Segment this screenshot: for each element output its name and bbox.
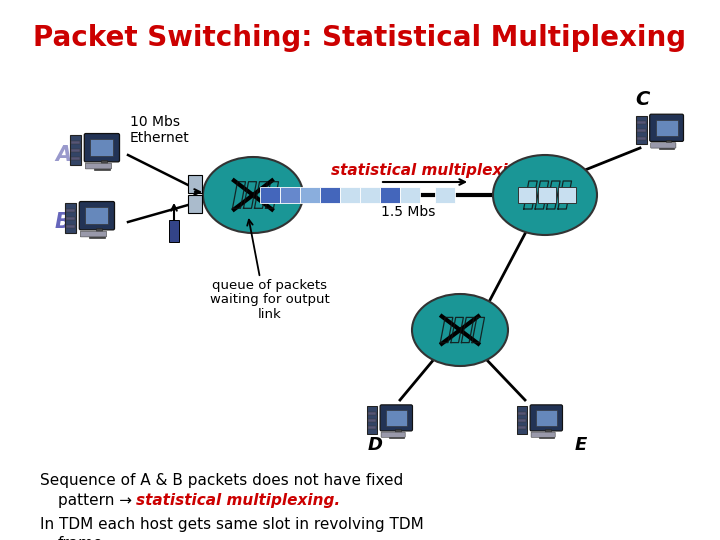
- Text: B: B: [55, 212, 71, 232]
- Bar: [89, 234, 105, 238]
- Bar: [66, 209, 75, 212]
- Bar: [400, 187, 420, 203]
- Text: Sequence of A & B packets does not have fixed: Sequence of A & B packets does not have …: [40, 472, 403, 488]
- Bar: [637, 121, 646, 125]
- FancyBboxPatch shape: [651, 143, 676, 148]
- Bar: [518, 411, 526, 415]
- Bar: [637, 137, 646, 140]
- Bar: [368, 411, 377, 415]
- Bar: [260, 187, 280, 203]
- Text: 10 Mbs
Ethernet: 10 Mbs Ethernet: [130, 115, 190, 145]
- Text: pattern →: pattern →: [58, 492, 137, 508]
- Bar: [545, 429, 551, 435]
- Bar: [395, 429, 400, 435]
- Text: A: A: [55, 145, 71, 165]
- Bar: [389, 435, 404, 438]
- Text: statistical multiplexing: statistical multiplexing: [330, 163, 529, 178]
- Bar: [169, 220, 179, 242]
- Bar: [96, 228, 102, 234]
- Bar: [340, 187, 360, 203]
- Bar: [101, 160, 107, 166]
- Bar: [71, 141, 80, 144]
- Text: 1.5 Mbs: 1.5 Mbs: [381, 205, 435, 219]
- Bar: [360, 187, 380, 203]
- Text: E: E: [575, 436, 588, 454]
- Bar: [91, 139, 114, 156]
- Bar: [368, 426, 377, 429]
- Bar: [380, 187, 400, 203]
- Bar: [538, 187, 556, 203]
- Bar: [558, 187, 576, 203]
- Bar: [659, 145, 675, 149]
- Bar: [518, 426, 526, 429]
- Bar: [66, 217, 75, 220]
- FancyBboxPatch shape: [81, 231, 107, 237]
- FancyBboxPatch shape: [531, 432, 555, 437]
- Bar: [340, 187, 360, 203]
- Bar: [518, 419, 526, 422]
- FancyBboxPatch shape: [85, 163, 112, 169]
- Ellipse shape: [203, 157, 303, 233]
- Bar: [300, 187, 320, 203]
- Bar: [65, 203, 76, 233]
- FancyBboxPatch shape: [79, 201, 114, 230]
- Text: statistical multiplexing.: statistical multiplexing.: [136, 492, 340, 508]
- Bar: [71, 157, 80, 160]
- Bar: [94, 166, 110, 170]
- FancyBboxPatch shape: [649, 114, 683, 141]
- Text: frame.: frame.: [58, 537, 109, 540]
- Bar: [367, 407, 377, 434]
- Bar: [70, 135, 81, 165]
- Ellipse shape: [493, 155, 597, 235]
- Bar: [665, 140, 671, 145]
- Bar: [360, 187, 380, 203]
- Bar: [66, 225, 75, 228]
- Bar: [536, 410, 557, 426]
- Bar: [188, 195, 202, 213]
- Text: C: C: [635, 90, 649, 109]
- Bar: [435, 187, 455, 203]
- Text: Packet Switching: Statistical Multiplexing: Packet Switching: Statistical Multiplexi…: [33, 24, 687, 52]
- Bar: [637, 129, 646, 132]
- Bar: [518, 187, 536, 203]
- Ellipse shape: [412, 294, 508, 366]
- Bar: [320, 187, 340, 203]
- Text: queue of packets
waiting for output
link: queue of packets waiting for output link: [210, 279, 330, 321]
- Text: D: D: [368, 436, 383, 454]
- FancyBboxPatch shape: [380, 405, 413, 431]
- Bar: [517, 407, 527, 434]
- Bar: [368, 419, 377, 422]
- Bar: [71, 149, 80, 152]
- Bar: [280, 187, 300, 203]
- Bar: [636, 116, 647, 144]
- Bar: [188, 175, 202, 193]
- Bar: [386, 410, 407, 426]
- Bar: [539, 435, 554, 438]
- FancyBboxPatch shape: [530, 405, 562, 431]
- Bar: [656, 119, 678, 136]
- FancyBboxPatch shape: [84, 133, 120, 162]
- FancyBboxPatch shape: [381, 432, 405, 437]
- Text: In TDM each host gets same slot in revolving TDM: In TDM each host gets same slot in revol…: [40, 516, 424, 531]
- Bar: [86, 207, 109, 224]
